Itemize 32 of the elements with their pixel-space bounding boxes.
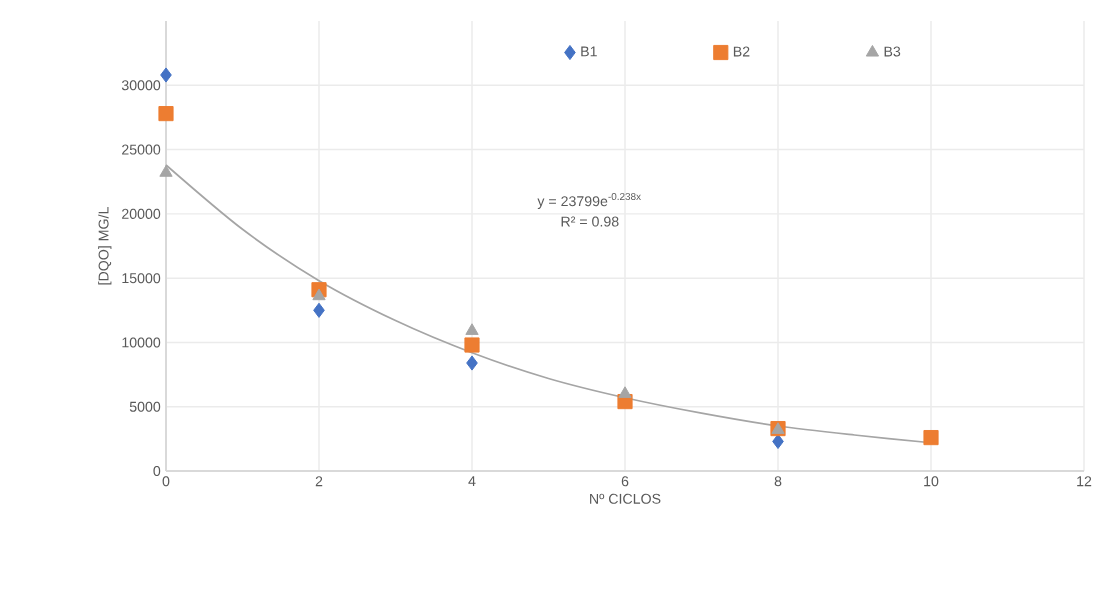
point <box>618 386 632 398</box>
point <box>159 165 173 177</box>
point <box>313 302 325 318</box>
x-tick-label: 12 <box>1077 476 1092 487</box>
y-tick-label: 20000 <box>122 208 161 219</box>
legend-label: B3 <box>884 46 901 57</box>
x-tick-label: 0 <box>162 476 170 487</box>
x-tick-label: 10 <box>924 476 939 487</box>
y-tick-label: 30000 <box>121 80 161 91</box>
x-tick-label: 6 <box>621 476 629 487</box>
point <box>465 323 479 335</box>
legend-label: B1 <box>581 46 597 57</box>
point <box>160 67 172 83</box>
annotation: y = 23799e$^{-0.238x}$ <box>537 192 641 210</box>
point <box>772 433 784 450</box>
point <box>923 430 939 446</box>
x-tick-label: 2 <box>315 476 323 487</box>
point <box>464 337 480 353</box>
point <box>158 106 174 122</box>
y-axis-title: [DQO] MG/L <box>98 207 112 285</box>
y-tick-label: 5000 <box>129 401 161 412</box>
x-tick-label: 4 <box>468 476 476 486</box>
x-axis-title: Nº CICLOS <box>590 493 661 504</box>
annotation: R² = 0.98 <box>561 216 619 227</box>
y-tick-label: 25000 <box>122 144 161 155</box>
y-tick-label: 10000 <box>122 337 161 348</box>
point <box>466 355 478 371</box>
x-tick-label: 8 <box>774 476 782 487</box>
y-tick-label: 15000 <box>122 273 161 284</box>
y-tick-label: 0 <box>153 466 161 477</box>
point <box>312 288 326 301</box>
legend-label: B2 <box>733 46 750 57</box>
